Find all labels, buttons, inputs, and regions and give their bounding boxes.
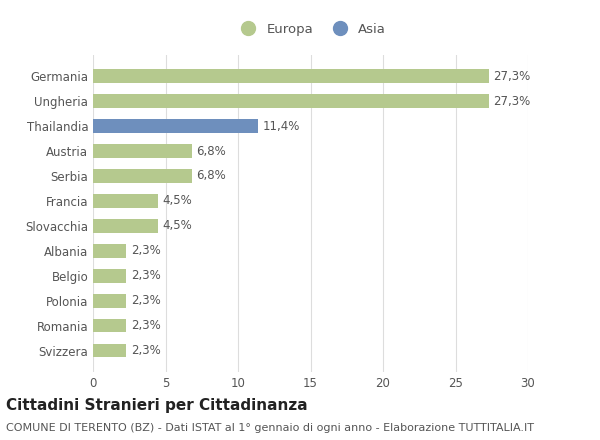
Text: 4,5%: 4,5% xyxy=(163,220,193,232)
Bar xyxy=(93,219,158,233)
Text: 2,3%: 2,3% xyxy=(131,244,160,257)
Bar xyxy=(93,319,127,333)
Text: Cittadini Stranieri per Cittadinanza: Cittadini Stranieri per Cittadinanza xyxy=(6,398,308,413)
Text: 2,3%: 2,3% xyxy=(131,344,160,357)
Bar xyxy=(93,94,489,108)
Text: 27,3%: 27,3% xyxy=(493,95,530,108)
Text: 2,3%: 2,3% xyxy=(131,294,160,307)
Text: 6,8%: 6,8% xyxy=(196,145,226,158)
Bar xyxy=(93,144,191,158)
Text: 11,4%: 11,4% xyxy=(263,120,300,132)
Bar xyxy=(93,194,158,208)
Legend: Europa, Asia: Europa, Asia xyxy=(230,17,391,41)
Bar xyxy=(93,70,489,83)
Text: 27,3%: 27,3% xyxy=(493,70,530,83)
Bar xyxy=(93,294,127,308)
Text: 2,3%: 2,3% xyxy=(131,319,160,332)
Bar xyxy=(93,269,127,282)
Bar xyxy=(93,344,127,357)
Text: 2,3%: 2,3% xyxy=(131,269,160,282)
Text: 6,8%: 6,8% xyxy=(196,169,226,183)
Bar xyxy=(93,119,259,133)
Bar xyxy=(93,169,191,183)
Bar xyxy=(93,244,127,258)
Text: 4,5%: 4,5% xyxy=(163,194,193,207)
Text: COMUNE DI TERENTO (BZ) - Dati ISTAT al 1° gennaio di ogni anno - Elaborazione TU: COMUNE DI TERENTO (BZ) - Dati ISTAT al 1… xyxy=(6,423,534,433)
